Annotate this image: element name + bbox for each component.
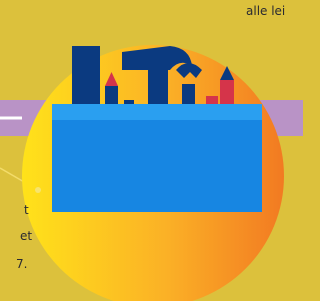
text: alle lei bbox=[246, 4, 285, 18]
page: alle lei t et 7. (() => { const data = J… bbox=[0, 0, 303, 301]
toolbox bbox=[52, 120, 262, 212]
text: 7. bbox=[16, 257, 27, 271]
illustration: alle lei t et 7. bbox=[0, 0, 303, 301]
toolbox-rim bbox=[52, 104, 262, 120]
text: t bbox=[24, 203, 29, 217]
dot bbox=[35, 187, 41, 193]
text: et bbox=[20, 229, 32, 243]
